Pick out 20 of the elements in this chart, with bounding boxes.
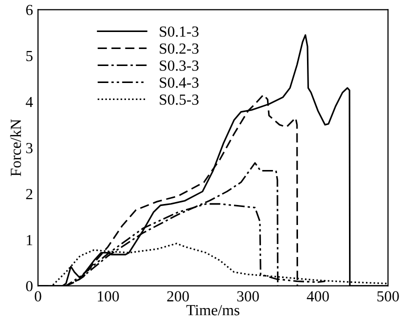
x-axis-title: Time/ms	[186, 305, 240, 316]
legend-label: S0.4-3	[160, 77, 199, 88]
x-tick-label: 0	[34, 291, 42, 302]
legend-label: S0.5-3	[160, 94, 199, 105]
legend-label: S0.2-3	[160, 43, 199, 54]
legend-label: S0.3-3	[160, 60, 199, 71]
x-tick-label: 100	[98, 291, 119, 302]
legend-label: S0.1-3	[160, 26, 199, 37]
y-tick-label: 5	[26, 51, 33, 62]
x-tick-label: 400	[306, 291, 329, 302]
y-tick-label: 6	[26, 4, 33, 16]
y-tick-label: 0	[26, 280, 33, 292]
y-axis-title: Force/kN	[10, 119, 22, 176]
x-tick-label: 300	[237, 291, 259, 302]
y-tick-label: 1	[26, 235, 32, 246]
x-tick-label: 500	[377, 291, 399, 302]
y-tick-label: 3	[26, 142, 33, 154]
y-tick-label: 4	[26, 96, 33, 108]
y-tick-label: 2	[26, 188, 32, 200]
x-tick-label: 200	[167, 291, 189, 302]
